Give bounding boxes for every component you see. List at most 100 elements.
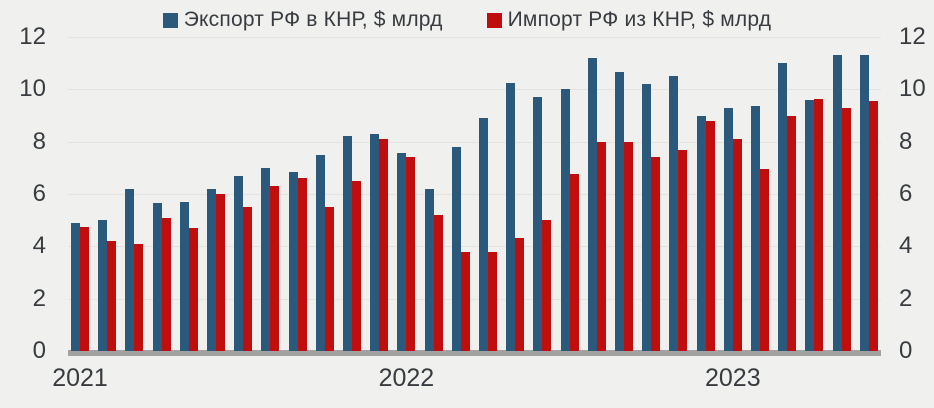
bar-group-2022-05 xyxy=(506,82,525,351)
export-bar-2021-04 xyxy=(152,203,162,351)
import-bar-2023-02 xyxy=(760,169,769,351)
bar-group-2021-06 xyxy=(207,188,225,351)
gridline-y8 xyxy=(68,141,881,143)
import-legend-label: Импорт РФ из КНР, $ млрд xyxy=(507,8,772,31)
export-bar-2022-02 xyxy=(424,188,434,351)
export-bar-2023-01 xyxy=(723,107,733,351)
y-tick-right-6: 6 xyxy=(899,180,913,207)
import-bar-2021-02 xyxy=(107,241,117,351)
export-bar-2023-05 xyxy=(832,55,842,351)
export-bar-2022-11 xyxy=(669,76,679,351)
export-bar-2021-01 xyxy=(71,222,80,351)
export-bar-2023-04 xyxy=(805,99,815,351)
export-bar-2022-12 xyxy=(696,115,706,351)
import-bar-2021-09 xyxy=(297,178,307,351)
import-bar-2022-09 xyxy=(624,141,633,351)
gridline-y4 xyxy=(68,246,881,248)
y-tick-right-8: 8 xyxy=(899,127,913,155)
bar-group-2021-04 xyxy=(152,203,171,351)
bar-group-2021-07 xyxy=(234,175,253,351)
import-bar-2023-05 xyxy=(841,107,851,351)
export-bar-2022-10 xyxy=(642,84,652,351)
import-bar-2022-08 xyxy=(596,141,606,351)
bar-group-2021-10 xyxy=(315,154,334,351)
gridline-y10 xyxy=(68,89,881,91)
bar-group-2023-02 xyxy=(751,106,769,351)
export-legend-label: Экспорт РФ в КНР, $ млрд xyxy=(183,8,443,31)
bar-group-2022-04 xyxy=(479,118,497,351)
bar-group-2021-03 xyxy=(125,188,144,351)
export-bar-2022-03 xyxy=(451,146,461,351)
y-tick-right-10: 10 xyxy=(899,75,926,103)
import-bar-2022-04 xyxy=(488,251,497,351)
import-bar-2023-03 xyxy=(787,115,797,351)
x-year-label-2022: 2022 xyxy=(378,364,435,392)
y-tick-right-0: 0 xyxy=(899,337,913,364)
import-bar-2023-04 xyxy=(814,98,824,351)
bar-group-2022-11 xyxy=(669,76,688,351)
bar-group-2021-05 xyxy=(179,201,198,351)
bar-group-2023-01 xyxy=(723,107,742,351)
bar-group-2022-02 xyxy=(424,188,443,351)
bar-group-2021-01 xyxy=(71,222,89,351)
bar-group-2022-09 xyxy=(615,72,633,351)
export-bar-2022-07 xyxy=(560,89,570,351)
bar-group-2022-06 xyxy=(533,97,552,351)
export-bar-2022-04 xyxy=(479,118,488,351)
plot-area xyxy=(68,37,881,356)
y-tick-left-8: 8 xyxy=(32,127,46,155)
bar-group-2022-12 xyxy=(696,115,715,351)
gridline-y6 xyxy=(68,194,881,195)
export-bar-2023-02 xyxy=(751,106,760,351)
import-bar-2022-06 xyxy=(542,220,552,351)
bar-group-2021-12 xyxy=(370,133,389,351)
export-bar-2021-08 xyxy=(261,167,271,351)
y-tick-right-4: 4 xyxy=(899,232,913,260)
export-bar-2021-02 xyxy=(98,220,108,351)
y-tick-left-2: 2 xyxy=(32,284,46,312)
bar-group-2022-01 xyxy=(397,153,416,351)
import-bar-2021-12 xyxy=(379,139,389,351)
bar-group-2021-11 xyxy=(343,136,361,351)
x-axis-line xyxy=(68,350,881,356)
export-bar-2022-06 xyxy=(533,97,543,351)
import-bar-2022-01 xyxy=(406,157,416,351)
bar-group-2021-08 xyxy=(261,167,280,351)
export-bar-2021-10 xyxy=(315,154,325,351)
import-swatch-icon xyxy=(486,12,502,28)
export-bar-2021-12 xyxy=(370,133,380,351)
export-bar-2022-08 xyxy=(587,57,597,351)
import-bar-2021-01 xyxy=(80,226,89,351)
export-bar-2022-09 xyxy=(615,72,624,351)
import-bar-2022-07 xyxy=(569,174,579,351)
bar-group-2023-05 xyxy=(832,55,851,351)
gridline-y12 xyxy=(68,37,881,38)
bar-group-2022-08 xyxy=(587,57,606,351)
bar-group-2022-03 xyxy=(451,146,470,351)
export-bar-2021-11 xyxy=(343,136,352,351)
y-tick-left-4: 4 xyxy=(32,232,46,260)
export-bar-2021-09 xyxy=(288,171,298,351)
y-tick-left-0: 0 xyxy=(32,337,46,364)
y-tick-left-6: 6 xyxy=(32,180,46,207)
bar-group-2022-10 xyxy=(642,84,661,351)
y-tick-right-2: 2 xyxy=(899,284,913,312)
import-bar-2022-10 xyxy=(651,157,661,351)
import-bar-2022-03 xyxy=(460,251,470,351)
import-bar-2023-06 xyxy=(868,101,878,351)
export-bar-2023-03 xyxy=(778,63,788,351)
import-bar-2021-10 xyxy=(324,207,334,351)
bar-group-2021-09 xyxy=(288,171,307,351)
import-bar-2022-02 xyxy=(433,214,443,351)
x-year-label-2021: 2021 xyxy=(52,364,108,392)
export-bar-2021-03 xyxy=(125,188,135,351)
import-bar-2023-01 xyxy=(732,139,742,351)
import-bar-2021-03 xyxy=(134,243,144,351)
gridline-y2 xyxy=(68,298,881,300)
import-bar-2021-11 xyxy=(352,180,361,351)
bar-group-2023-03 xyxy=(778,63,797,351)
export-bar-2022-05 xyxy=(506,82,516,351)
export-bar-2021-05 xyxy=(179,201,189,351)
import-bar-2022-12 xyxy=(705,120,715,351)
